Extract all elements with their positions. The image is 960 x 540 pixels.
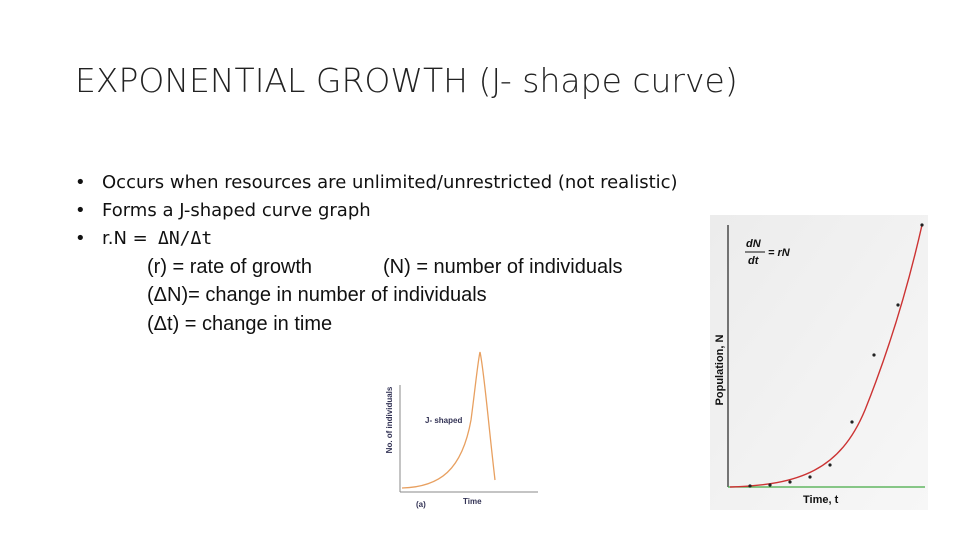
curve (729, 224, 923, 488)
definition: (Δt) = change in time (147, 313, 332, 335)
points (748, 223, 924, 488)
y-label: Population, N (714, 335, 726, 406)
y-label: No. of individuals (385, 386, 394, 453)
x-label: Time, t (803, 494, 839, 506)
equation-right: = rN (768, 247, 791, 259)
bullet: Occurs when resources are unlimited/unre… (102, 172, 678, 193)
figure-left: No. of individuals J- shaped Time (a) (385, 351, 538, 509)
figure-background (710, 215, 928, 510)
x-label: Time (463, 497, 482, 506)
curve-label: J- shaped (425, 416, 462, 425)
definition: (N) = number of individuals (383, 256, 623, 278)
formula: ΔN/Δt (158, 228, 212, 249)
bullet-dot: • (75, 200, 86, 221)
panel-label: (a) (416, 500, 426, 509)
curve (401, 351, 496, 489)
bullet-dot: • (75, 172, 86, 193)
bullet: Forms a J-shaped curve graph (102, 200, 371, 221)
equation-bottom: dt (748, 255, 760, 267)
equation-top: dN (746, 238, 762, 250)
definition: (r) = rate of growth (147, 256, 312, 278)
figure-right: dN dt = rN Population, N Time, t (710, 215, 928, 510)
bullet: r.N = (102, 228, 148, 249)
bullet-dot: • (75, 228, 86, 249)
slide-title: EXPONENTIAL GROWTH (J- shape curve) (75, 61, 738, 100)
definition: (ΔN)= change in number of individuals (147, 284, 487, 306)
